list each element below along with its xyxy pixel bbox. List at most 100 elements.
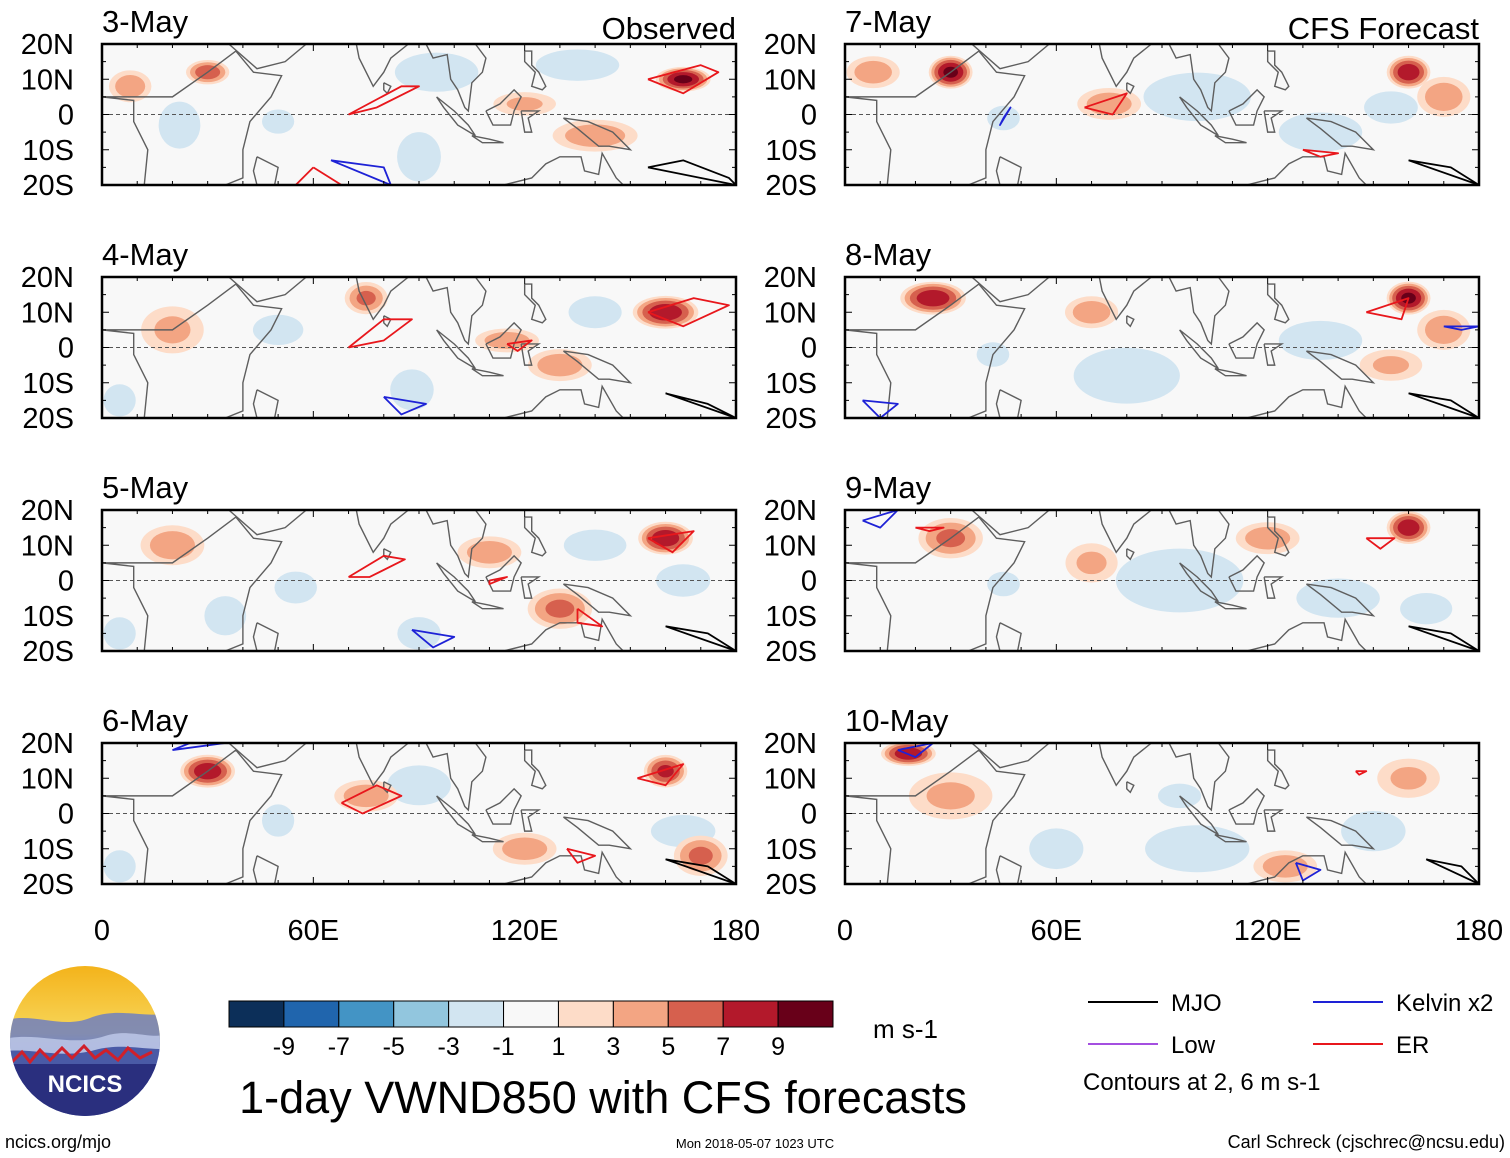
anomaly-blob (466, 541, 512, 564)
lat-tick-label: 10S (22, 135, 74, 167)
ncics-logo: NCICS (10, 966, 160, 1116)
lon-tick-label: 120E (491, 915, 559, 947)
lat-tick-label: 20S (22, 403, 74, 435)
lon-tick-label: 60E (1031, 915, 1083, 947)
colorbar-label: 9 (771, 1033, 785, 1061)
anomaly-blob (1115, 548, 1244, 613)
lat-tick-label: 20S (765, 869, 817, 901)
coastline (1246, 617, 1367, 651)
coastline (1168, 277, 1230, 346)
coastline (337, 510, 409, 554)
anomaly-blob (688, 846, 713, 865)
anomaly-blob (674, 75, 693, 84)
coastline (503, 151, 624, 185)
colorbar-label: -7 (328, 1033, 350, 1061)
logo-text: NCICS (48, 1071, 123, 1098)
coastline (383, 315, 392, 328)
coastline (1263, 809, 1285, 832)
anomaly-blob (1424, 82, 1463, 111)
anomaly-blob (1372, 356, 1410, 375)
anomaly-blob (1390, 766, 1427, 790)
lat-tick-label: 0 (801, 100, 817, 132)
coastline (995, 622, 1022, 651)
coastline (523, 50, 547, 91)
coastline (1126, 781, 1135, 794)
coastline (1246, 384, 1367, 418)
colorbar-label: -3 (438, 1033, 460, 1061)
panel-date-label: 4-May (102, 237, 189, 272)
contour-er (1366, 297, 1410, 321)
lon-tick-label: 0 (837, 915, 853, 947)
colorbar-swatch (228, 1000, 285, 1028)
coastline (1266, 50, 1290, 91)
colorbar-swatch (557, 1000, 614, 1028)
coastline (1080, 44, 1152, 88)
anomaly-blob (1397, 63, 1420, 81)
panel-date-label: 9-May (845, 470, 932, 505)
coastline (1228, 787, 1265, 825)
lat-tick-label: 20N (21, 262, 74, 294)
lat-tick-label: 10S (22, 834, 74, 866)
contour-kelvin-x2 (383, 395, 427, 416)
contour-kelvin-x2 (1295, 861, 1322, 882)
anomaly-blob (568, 296, 622, 329)
coastline (1126, 82, 1135, 95)
anomaly-blob (854, 60, 892, 84)
anomaly-blob (506, 97, 543, 111)
coastline (425, 44, 487, 113)
lat-tick-label: 20N (21, 29, 74, 61)
contour-er (576, 607, 604, 628)
lat-tick-label: 20S (765, 403, 817, 435)
coastline (1126, 548, 1135, 561)
coastline (971, 510, 1050, 536)
anomaly-blob (1278, 112, 1363, 152)
lat-tick-label: 20S (765, 636, 817, 668)
coastline (520, 110, 542, 133)
coastline (1214, 134, 1247, 144)
anomaly-blob (1145, 825, 1250, 873)
lat-tick-label: 10N (764, 530, 817, 562)
coastline (520, 809, 542, 832)
coastline (523, 283, 547, 324)
coastline (562, 816, 633, 850)
coastline (1246, 151, 1367, 185)
colorbar-swatch (503, 1000, 559, 1028)
anomaly-blob (1364, 91, 1418, 124)
anomaly-blob (1076, 551, 1107, 575)
footer-author: Carl Schreck (cjschrec@ncsu.edu) (1228, 1132, 1505, 1152)
anomaly-blob (1086, 92, 1132, 116)
contour-kelvin-x2 (862, 510, 899, 529)
coastline (1080, 510, 1152, 554)
colorbar-label: 7 (716, 1033, 730, 1061)
anomaly-blob (103, 850, 136, 883)
coastline (562, 117, 633, 151)
coastline (1168, 743, 1230, 812)
anomaly-blob (158, 101, 201, 149)
colorbar-swatch (612, 1000, 669, 1028)
coastline (1228, 88, 1265, 126)
lat-tick-label: 10N (764, 64, 817, 96)
coastline (485, 88, 522, 126)
coastline (845, 50, 1026, 185)
colorbar-label: 1 (552, 1033, 566, 1061)
panel-date-label: 5-May (102, 470, 189, 505)
contour-er (294, 166, 343, 185)
contour-er (1302, 148, 1340, 158)
anomaly-blob (926, 782, 975, 810)
anomaly-blob (987, 571, 1020, 597)
coastline (1168, 44, 1230, 113)
contour-er (1365, 537, 1396, 550)
lat-tick-label: 10N (21, 530, 74, 562)
lat-tick-label: 0 (801, 799, 817, 831)
lon-tick-label: 60E (288, 915, 340, 947)
legend-label: Kelvin x2 (1396, 990, 1493, 1017)
coastline (1228, 554, 1265, 592)
lat-tick-label: 10N (21, 297, 74, 329)
contour-kelvin-x2 (172, 743, 227, 751)
coastline (1168, 510, 1230, 579)
coastline (1263, 110, 1285, 133)
main-title: 1-day VWND850 with CFS forecasts (239, 1072, 967, 1123)
coastline (485, 554, 522, 592)
